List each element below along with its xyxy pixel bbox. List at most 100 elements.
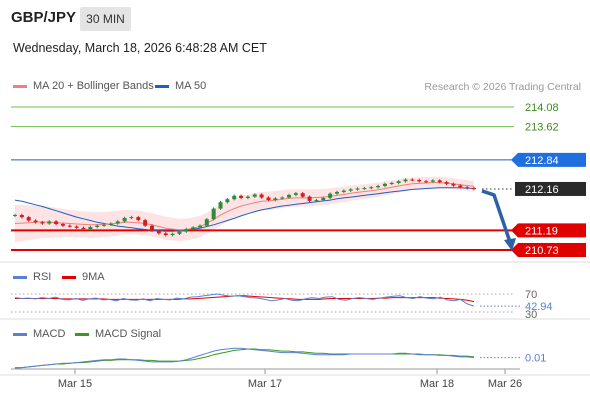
forecast-arrowhead [504,238,516,251]
candle-down [437,180,442,183]
candle-down [410,179,415,181]
candle-down [465,187,470,189]
candle-up [102,224,107,226]
candle-down [239,195,244,198]
candle-up [122,217,127,222]
candle-up [314,200,319,202]
candle-down [417,179,422,182]
candle-up [197,225,202,228]
level-tag-210.73 [511,243,586,257]
candle-down [136,217,141,221]
ma50-label: MA 50 [175,80,207,92]
candle-up [376,185,381,188]
candle-up [108,223,113,225]
level-label-212.84: 212.84 [525,155,559,167]
macd-panel: 0.01 [14,347,546,369]
candle-up [177,231,182,234]
ma20-line [14,182,475,231]
rsi-last-label: 42.94 [525,301,553,313]
candle-up [369,187,374,189]
candle-up [245,196,250,198]
legend-macd: MACD [13,328,65,340]
x-tick-label: Mar 15 [58,378,92,390]
macd-signal-line [15,348,475,369]
candle-up [88,226,93,230]
candle-up [341,190,346,192]
candle-up [204,219,209,226]
candle-down [451,183,456,186]
level-tag-211.19 [511,223,586,238]
macd-label: MACD [33,328,66,340]
candle-up [355,188,360,190]
chart-header: GBP/JPY 30 MIN Wednesday, March 18, 2026… [0,0,590,66]
candle-up [396,181,401,183]
candle-down [150,225,155,231]
level-label-214.08: 214.08 [525,102,559,114]
candle-down [67,225,72,227]
last-price-tag [515,181,586,196]
macd-swatch [13,332,27,336]
candle-up [184,229,189,232]
candle-up [211,208,216,220]
candle-down [81,227,86,230]
legend-ma50: MA 50 [155,80,206,92]
candle-up [273,198,278,201]
candle-down [74,226,79,228]
candle-up [348,189,353,191]
candle-down [54,221,59,224]
x-tick-label: Mar 17 [248,378,282,390]
candle-down [259,194,264,198]
rsi-swatch [13,275,27,279]
candle-up [382,183,387,186]
candle-up [321,197,326,201]
candle-up [225,199,230,203]
candle-down [33,220,38,223]
candle-up [430,180,435,182]
candle-up [232,195,237,200]
last-price-label: 212.16 [525,184,559,196]
candle-down [19,214,24,218]
candle-up [293,193,298,195]
timeframe-button[interactable]: 30 MIN [80,7,131,31]
legend-rsi-ma: 9MA [62,271,105,283]
candle-down [163,233,168,236]
candle-down [266,197,271,201]
rsi-ma-label: 9MA [82,271,105,283]
candle-up [362,188,367,190]
legend-rsi: RSI [13,271,51,283]
macd-signal-label: MACD Signal [95,328,162,340]
candle-up [13,214,17,216]
candle-down [472,188,476,190]
rsi-tick-70: 70 [525,289,537,301]
candle-up [403,179,408,182]
candle-up [252,194,257,197]
datetime-label: Wednesday, March 18, 2026 6:48:28 AM CET [13,41,267,55]
candle-up [287,194,292,198]
level-label-213.62: 213.62 [525,122,559,134]
rsi-label: RSI [33,271,52,283]
candle-down [424,181,429,183]
ma50-line [14,187,475,232]
ma50-swatch [155,84,169,88]
copyright-text: Research © 2026 Trading Central [424,81,581,93]
rsi-tick-30: 30 [525,309,537,321]
level-label-211.19: 211.19 [525,225,558,237]
x-tick-label: Mar 26 [488,378,522,390]
candle-down [300,193,305,197]
candle-down [156,230,161,234]
legend-macd-signal: MACD Signal [75,328,161,340]
candle-up [129,217,134,219]
candle-down [307,196,312,201]
x-tick-label: Mar 18 [420,378,454,390]
candle-up [170,233,175,236]
x-axis: Mar 15 Mar 17 Mar 18 Mar 26 [11,368,522,390]
symbol-title: GBP/JPY [11,9,77,26]
bollinger-band [15,176,474,243]
candle-up [95,225,100,227]
legend-ma20: MA 20 + Bollinger Bands [13,80,154,92]
candle-up [218,202,223,209]
candle-down [143,220,148,226]
candle-up [280,197,285,199]
